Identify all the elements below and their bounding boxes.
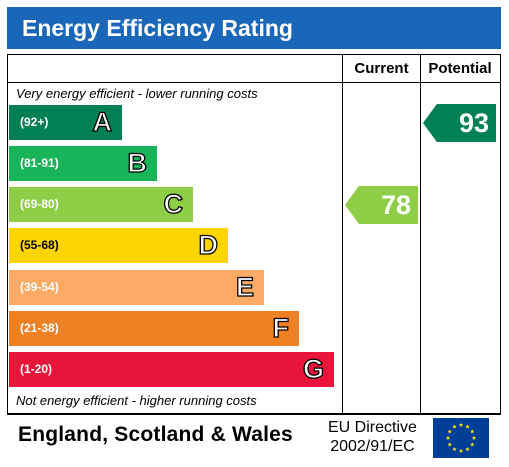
band-letter: B xyxy=(127,147,148,178)
band-g: (1-20) G xyxy=(9,352,334,387)
chart-title: Energy Efficiency Rating xyxy=(22,15,293,41)
eu-star-icon xyxy=(465,446,470,452)
band-letter: A xyxy=(92,106,113,137)
band-range-label: (55-68) xyxy=(20,238,59,252)
eu-star-icon xyxy=(452,424,457,429)
eu-directive: EU Directive 2002/91/EC xyxy=(328,418,417,456)
directive-line1: EU Directive xyxy=(328,419,417,436)
band-letter: D xyxy=(198,229,219,260)
note-inefficient: Not energy efficient - higher running co… xyxy=(16,393,257,408)
current-rating-arrow: 78 xyxy=(345,186,418,224)
current-rating-value: 78 xyxy=(380,190,411,220)
footer-divider xyxy=(7,413,501,414)
note-efficient: Very energy efficient - lower running co… xyxy=(16,86,258,101)
eu-star-icon xyxy=(470,442,475,447)
column-divider-current xyxy=(342,54,343,415)
eu-star-icon xyxy=(471,435,477,440)
band-range-label: (1-20) xyxy=(20,362,53,376)
eu-star-icon xyxy=(452,446,457,452)
column-header-potential: Potential xyxy=(428,60,492,77)
potential-rating-arrow: 93 xyxy=(423,104,496,142)
title-bar: Energy Efficiency Rating xyxy=(7,7,501,49)
column-header-current: Current xyxy=(354,60,409,77)
band-letter: C xyxy=(163,188,184,219)
region-label: England, Scotland & Wales xyxy=(18,423,293,446)
directive-line2: 2002/91/EC xyxy=(330,438,415,455)
potential-rating-value: 93 xyxy=(458,108,489,138)
band-letter: E xyxy=(235,271,254,302)
band-c: (69-80) C xyxy=(9,187,193,222)
eu-flag-icon xyxy=(433,418,489,458)
eu-star-icon xyxy=(447,442,452,447)
eu-star-icon xyxy=(470,429,475,434)
potential-rating-arrow-shape xyxy=(423,104,496,142)
header-divider xyxy=(7,82,501,83)
eu-star-icon xyxy=(458,448,464,453)
band-letter: G xyxy=(302,353,324,384)
eu-star-icon xyxy=(458,422,464,427)
eu-star-icon xyxy=(445,435,451,440)
current-rating-arrow-shape xyxy=(345,186,418,224)
band-letter: F xyxy=(272,312,290,343)
eu-star-icon xyxy=(447,429,452,434)
band-range-label: (81-91) xyxy=(20,156,59,170)
column-divider-potential xyxy=(420,54,421,415)
band-d: (55-68) D xyxy=(9,228,228,263)
band-e: (39-54) E xyxy=(9,270,264,305)
band-range-label: (92+) xyxy=(20,115,49,129)
band-b: (81-91) B xyxy=(9,146,157,181)
band-range-label: (69-80) xyxy=(20,197,59,211)
band-range-label: (39-54) xyxy=(20,280,59,294)
band-f: (21-38) F xyxy=(9,311,299,346)
band-a: (92+) A xyxy=(9,105,122,140)
band-range-label: (21-38) xyxy=(20,321,59,335)
eu-star-icon xyxy=(465,424,470,429)
